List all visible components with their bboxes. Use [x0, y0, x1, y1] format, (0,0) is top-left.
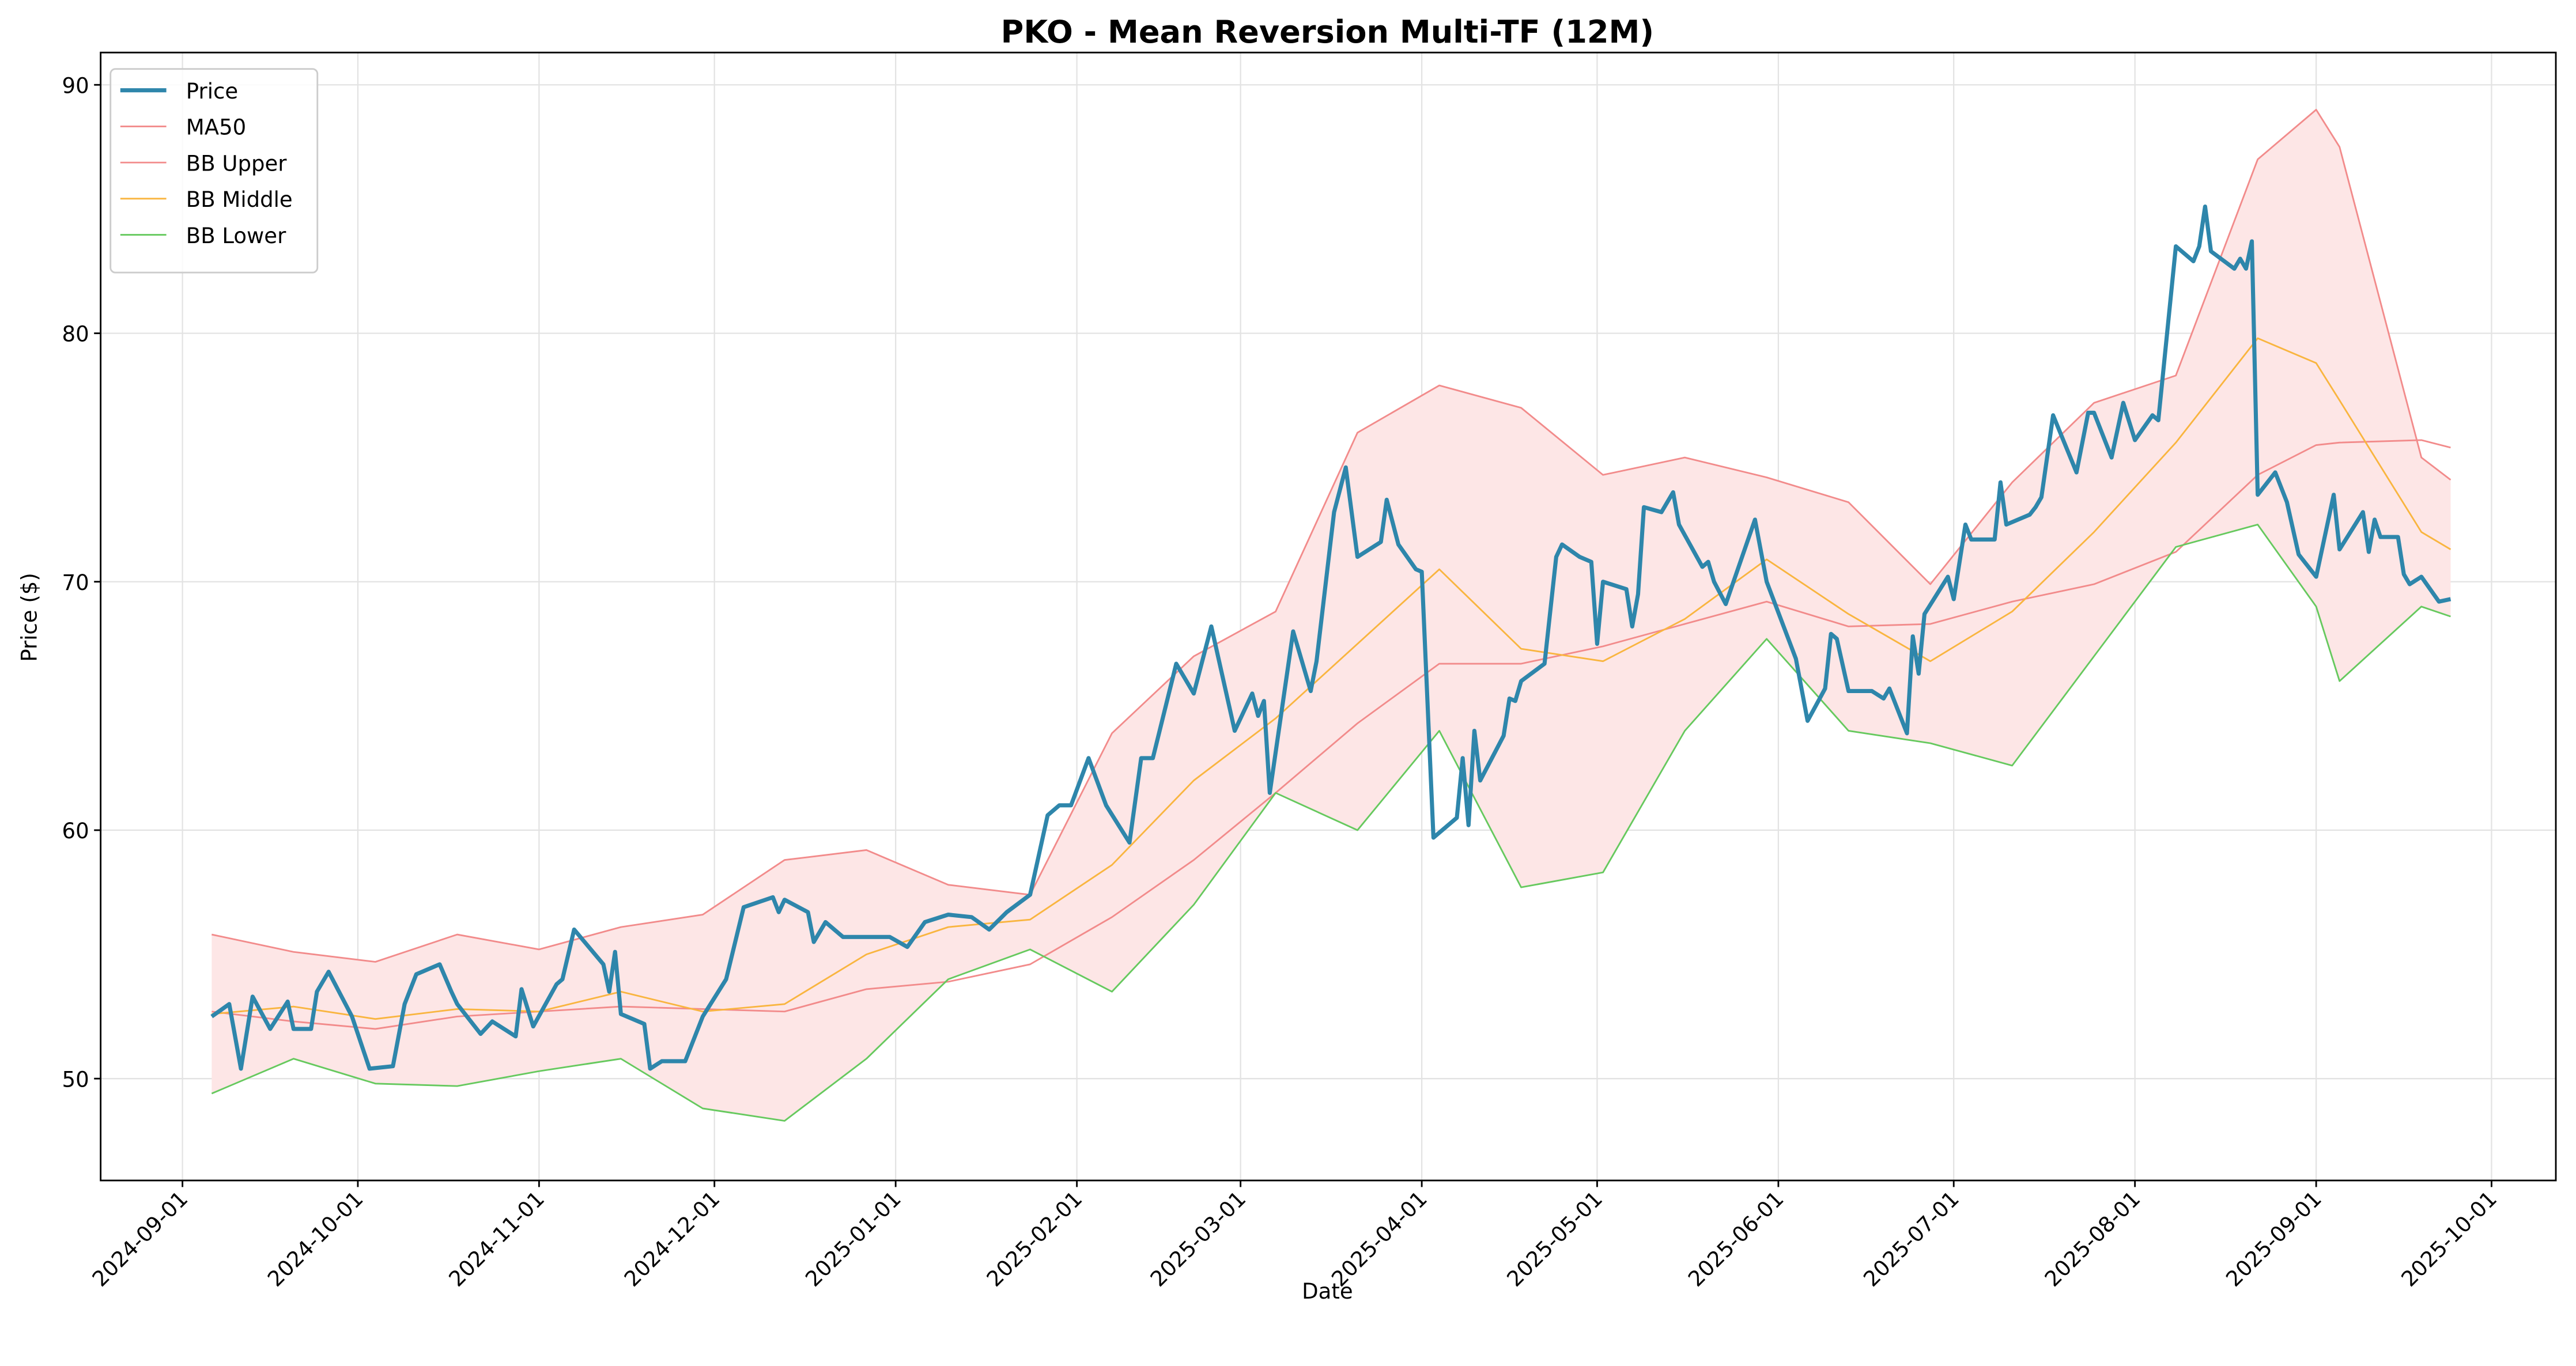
series-line: [211, 337, 2452, 1020]
y-tick-label: 60: [62, 819, 89, 843]
series-line: [210, 204, 2452, 1071]
legend-label: BB Lower: [186, 224, 286, 248]
series-line: [211, 439, 2451, 1030]
y-tick-label: 80: [62, 322, 89, 347]
legend-label: Price: [186, 79, 238, 104]
x-axis-label: Date: [1302, 1279, 1353, 1304]
legend-box: [109, 68, 319, 274]
plot-area: [210, 108, 2452, 1122]
legend-label: BB Middle: [186, 187, 293, 212]
y-axis-label: Price ($): [17, 573, 41, 662]
legend: Price MA50 BB Upper BB Middle BB Lower: [109, 68, 319, 274]
series-line: [211, 524, 2451, 1122]
axes-frame: [100, 51, 2557, 1182]
legend-label: BB Upper: [186, 151, 287, 176]
legend-label: MA50: [186, 115, 246, 140]
y-tick-label: 90: [62, 74, 89, 99]
y-tick-label: 70: [62, 570, 89, 595]
band-fill: [211, 109, 2451, 1121]
chart-title: PKO - Mean Reversion Multi-TF (12M): [1001, 14, 1654, 50]
series-line: [211, 108, 2452, 963]
y-tick-label: 50: [62, 1067, 89, 1092]
